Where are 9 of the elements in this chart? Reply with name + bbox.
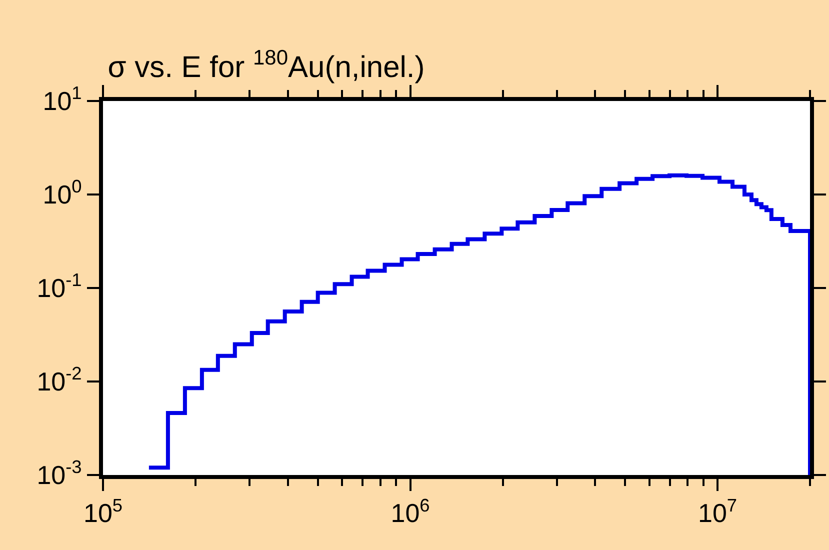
y-tick-label: 10$^{-3}$ — [36, 457, 82, 490]
y-tick-label: 10$^{0}$ — [42, 176, 82, 210]
x-tick-label: 10$^{7}$ — [698, 495, 738, 528]
y-tick-label: 10$^{1}$ — [42, 83, 82, 116]
chart-title: σ vs. E for $^{180}$Au(n,inel.) — [108, 46, 425, 84]
x-tick-label: 10$^{5}$ — [83, 495, 123, 528]
y-tick-label: 10$^{-1}$ — [36, 270, 82, 304]
x-tick-label: 10$^{6}$ — [390, 495, 430, 528]
y-tick-label: 10$^{-2}$ — [36, 364, 82, 397]
